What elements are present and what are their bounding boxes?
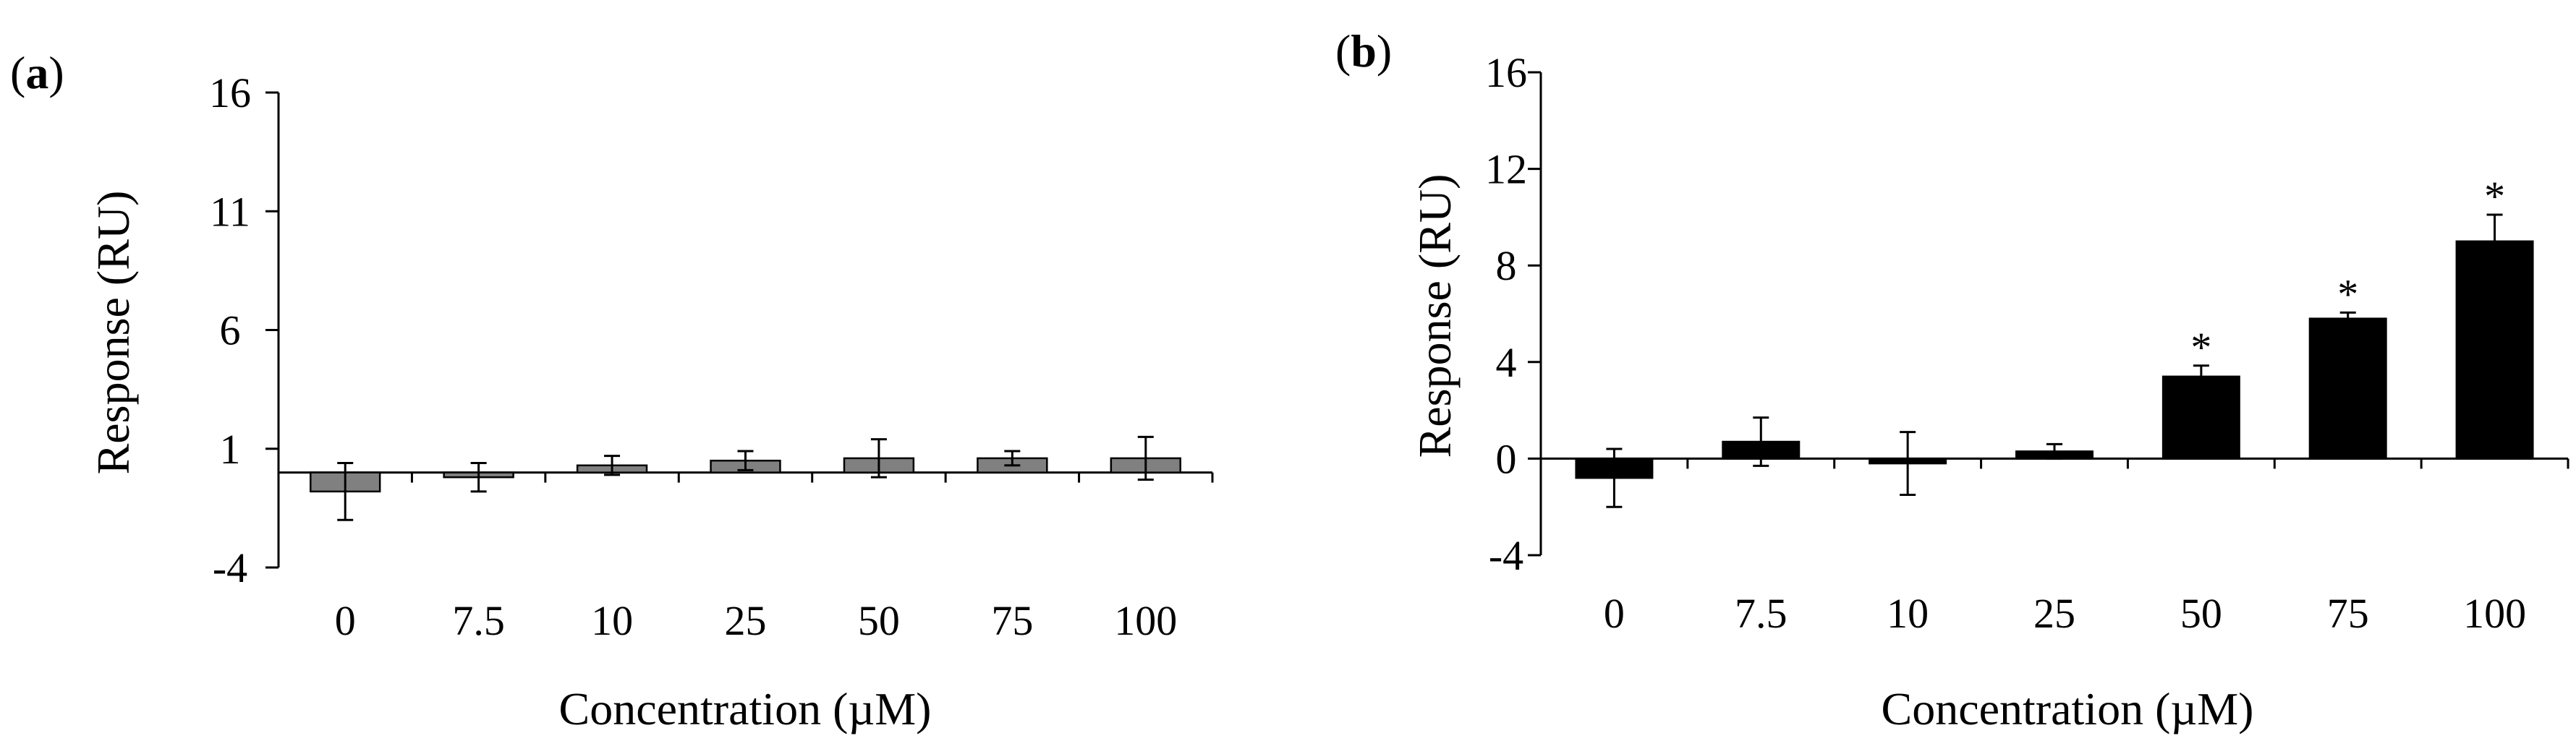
panel-a-x-tick-label: 0 <box>335 597 356 644</box>
panel-b-y-tick-label: 4 <box>1496 339 1517 386</box>
panel-b-y-tick-label: 8 <box>1496 242 1517 289</box>
panel-b-y-tick-label: 0 <box>1496 435 1517 482</box>
panel-a-x-tick-label: 50 <box>858 597 900 644</box>
panel-b-x-tick-label: 10 <box>1887 590 1929 637</box>
panel-b-label: (b) <box>1335 25 1392 77</box>
panel-a-y-tick-label: 11 <box>210 188 250 235</box>
panel-a: (a) Response (RU) Concentration (µM) -4 1… <box>10 47 1214 734</box>
panel-a-x-axis-title: Concentration (µM) <box>559 683 932 734</box>
panel-b-bar <box>2455 240 2534 460</box>
panel-b-significance-star: * <box>2337 270 2358 317</box>
panel-a-y-tick-label: 1 <box>220 426 241 473</box>
panel-a-x-tick-label: 75 <box>991 597 1033 644</box>
panel-b-y-tick-label: -4 <box>1489 532 1523 579</box>
panel-b-x-tick-label: 0 <box>1604 590 1625 637</box>
panel-b-plot: -4 0 4 8 12 16 0 7.5 10 25 50 * 75 * 100 * <box>1485 49 2569 637</box>
panel-a-y-tick-label: 16 <box>209 69 251 116</box>
panel-b-x-tick-label: 100 <box>2463 590 2526 637</box>
panel-a-x-tick-label: 10 <box>591 597 633 644</box>
panel-b-y-tick-label: 12 <box>1485 146 1527 193</box>
panel-a-x-tick-label: 7.5 <box>452 597 505 644</box>
panel-b-bar <box>2161 375 2240 460</box>
panel-a-label: (a) <box>10 47 64 98</box>
panel-b-bar <box>2308 317 2387 460</box>
panel-b-y-tick-label: 16 <box>1485 49 1527 96</box>
panel-a-y-axis-title: Response (RU) <box>88 191 139 475</box>
panel-b-x-tick-label: 25 <box>2033 590 2075 637</box>
panel-b-x-tick-label: 75 <box>2327 590 2369 637</box>
panel-b-y-axis-title: Response (RU) <box>1409 174 1461 458</box>
panel-a-x-tick-label: 100 <box>1114 597 1177 644</box>
panel-b-x-axis-title: Concentration (µM) <box>1882 683 2254 734</box>
panel-a-y-tick-label: 6 <box>220 307 241 354</box>
panel-b-significance-star: * <box>2484 173 2505 220</box>
panel-b: (b) Response (RU) Concentration (µM) -4 0… <box>1335 25 2569 734</box>
panel-b-x-tick-label: 7.5 <box>1735 590 1788 637</box>
panel-a-y-tick-label: -4 <box>213 544 247 591</box>
panel-a-x-tick-label: 25 <box>725 597 767 644</box>
panel-b-x-tick-label: 50 <box>2180 590 2222 637</box>
panel-b-significance-star: * <box>2190 324 2211 371</box>
